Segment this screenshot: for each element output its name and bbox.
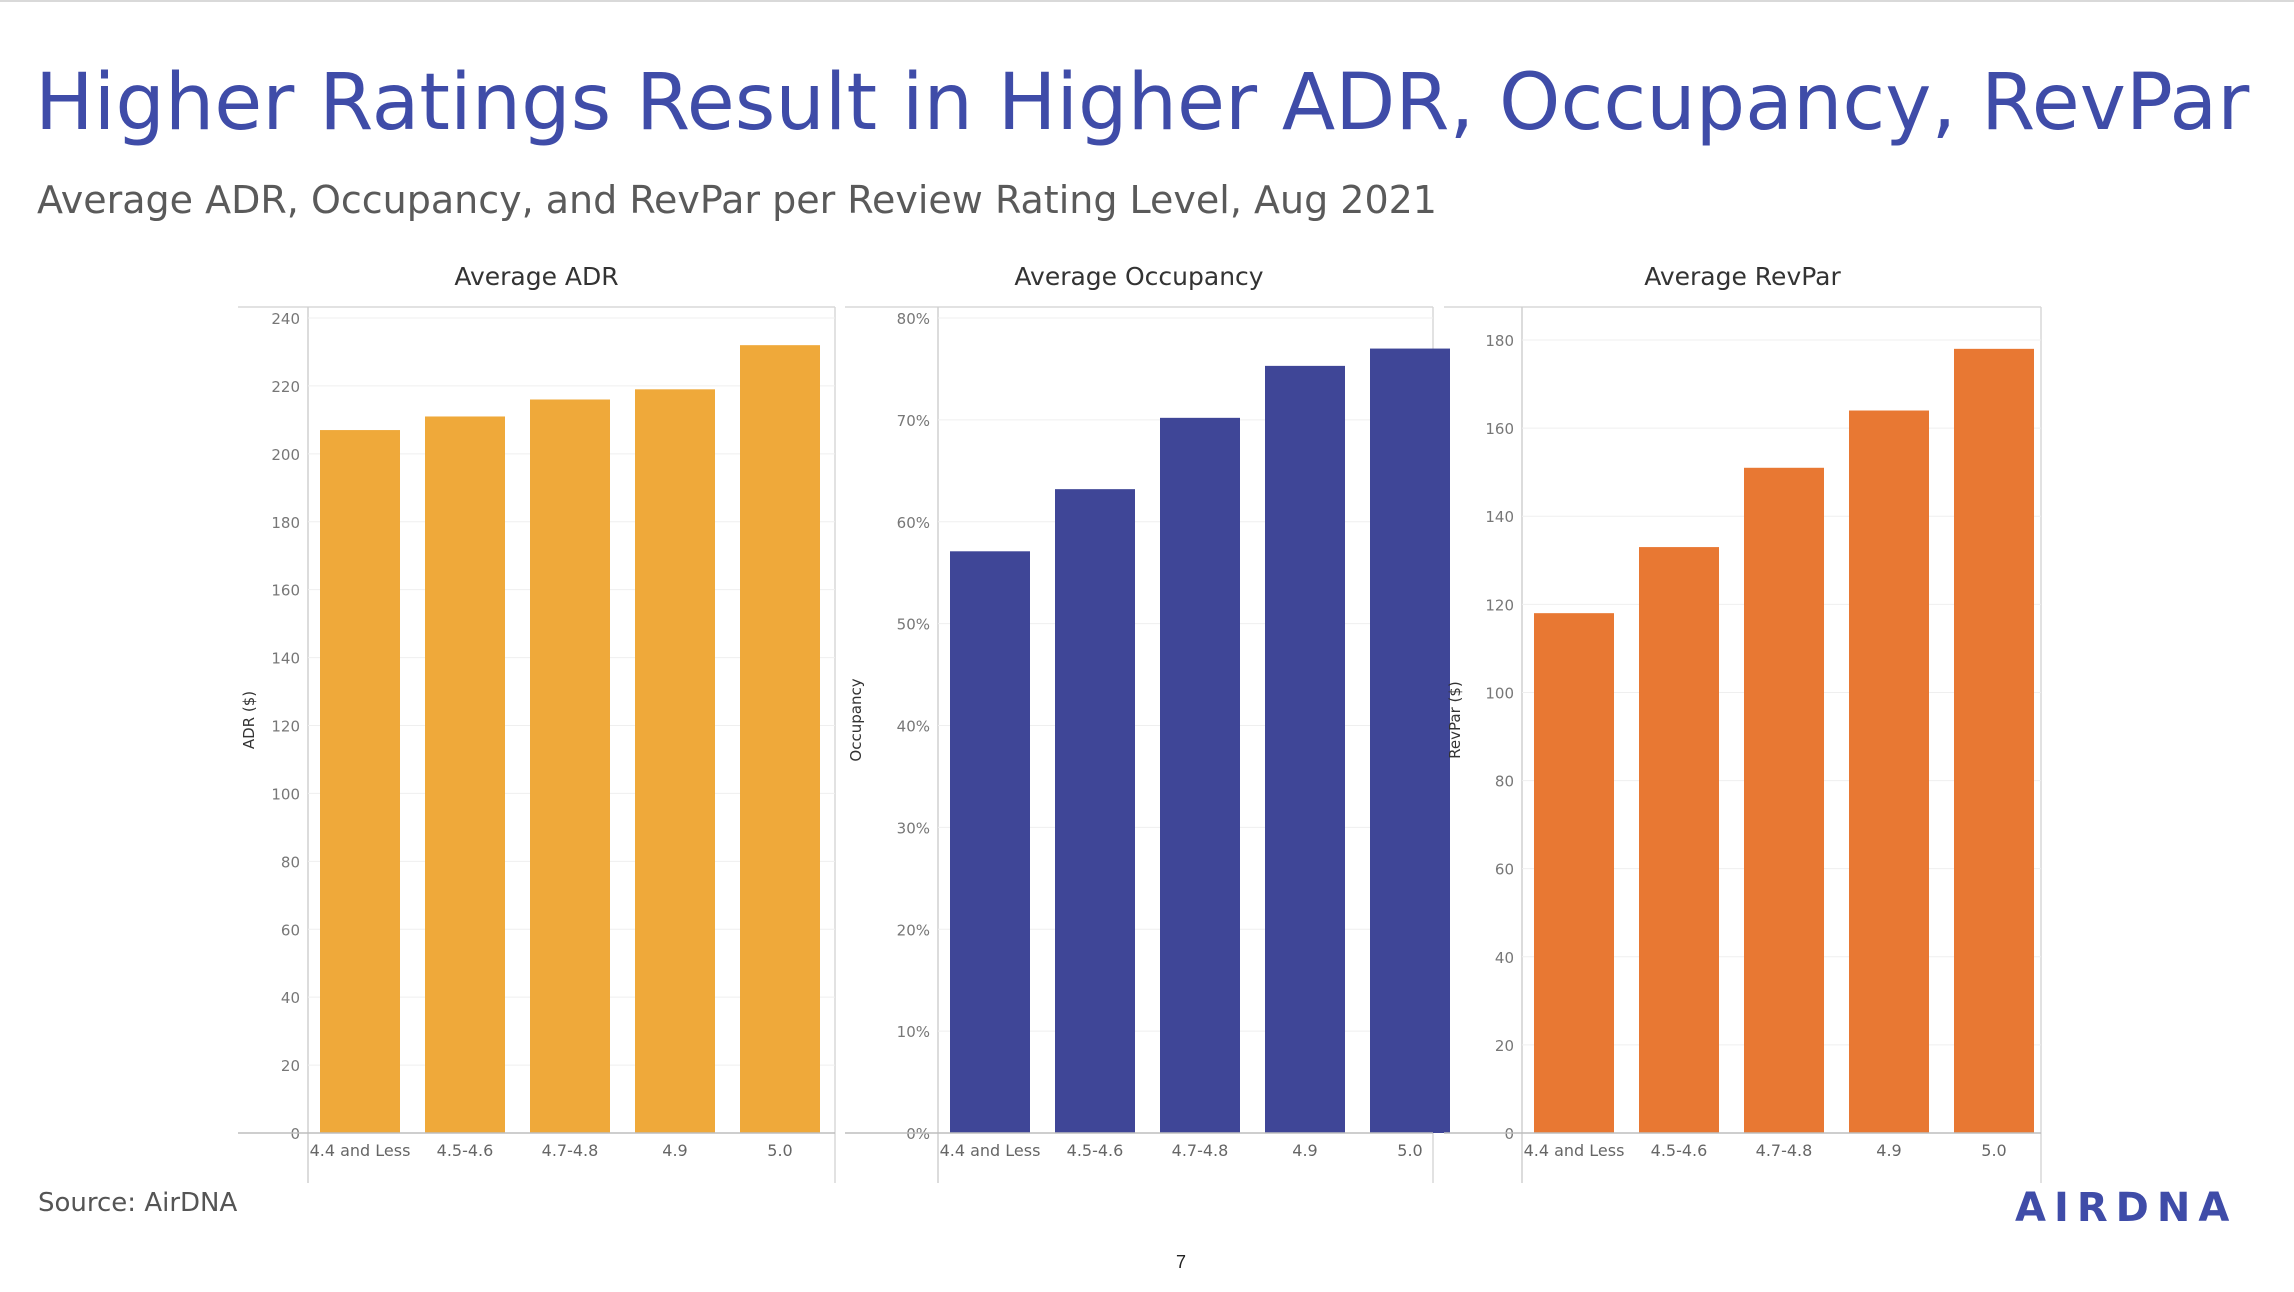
y-tick-label: 60% — [897, 514, 930, 532]
x-tick-label: 4.4 and Less — [940, 1141, 1041, 1160]
y-tick-label: 180 — [1485, 332, 1514, 350]
x-tick-label: 5.0 — [1981, 1141, 2006, 1160]
bar-4 — [635, 389, 715, 1133]
bar-3 — [1160, 417, 1240, 1133]
y-tick-label: 40% — [897, 718, 930, 736]
bar-2 — [1055, 489, 1135, 1133]
y-tick-label: 0 — [290, 1125, 300, 1143]
bar-1 — [320, 430, 400, 1133]
bar-3 — [1744, 467, 1824, 1133]
x-tick-label: 4.7-4.8 — [1172, 1141, 1229, 1160]
y-tick-label: 80 — [281, 853, 300, 871]
y-tick-label: 40 — [1495, 949, 1514, 967]
x-tick-label: 4.5-4.6 — [1067, 1141, 1124, 1160]
bar-4 — [1265, 365, 1345, 1134]
y-axis-label: RevPar ($) — [1446, 681, 1464, 759]
x-tick-label: 4.4 and Less — [310, 1141, 411, 1160]
y-tick-label: 20 — [1495, 1037, 1514, 1055]
y-tick-label: 120 — [1485, 596, 1514, 614]
bar-4 — [1849, 410, 1929, 1133]
y-axis-label: Occupancy — [847, 678, 865, 761]
y-tick-label: 80% — [897, 310, 930, 328]
chart-title: Average Occupancy — [1014, 262, 1263, 291]
y-tick-label: 60 — [1495, 861, 1514, 879]
x-tick-label: 4.5-4.6 — [1651, 1141, 1708, 1160]
y-tick-label: 50% — [897, 616, 930, 634]
y-tick-label: 200 — [271, 446, 300, 464]
x-tick-label: 5.0 — [1397, 1141, 1422, 1160]
bar-1 — [950, 551, 1030, 1133]
bar-3 — [530, 399, 610, 1133]
y-axis-label: ADR ($) — [240, 691, 258, 749]
bar-5 — [1954, 348, 2034, 1133]
chart-title: Average ADR — [454, 262, 618, 291]
bar-1 — [1534, 613, 1614, 1133]
y-tick-label: 10% — [897, 1023, 930, 1041]
y-tick-label: 100 — [1485, 684, 1514, 702]
y-tick-label: 100 — [271, 785, 300, 803]
slide-title: Higher Ratings Result in Higher ADR, Occ… — [35, 58, 2250, 148]
y-tick-label: 140 — [271, 650, 300, 668]
y-tick-label: 160 — [271, 582, 300, 600]
slide-subtitle: Average ADR, Occupancy, and RevPar per R… — [37, 178, 1437, 222]
bar-2 — [425, 416, 505, 1134]
source-note: Source: AirDNA — [38, 1188, 238, 1218]
y-tick-label: 120 — [271, 718, 300, 736]
y-tick-label: 80 — [1495, 773, 1514, 791]
y-tick-label: 40 — [281, 989, 300, 1007]
y-tick-label: 0% — [906, 1125, 930, 1143]
x-tick-label: 4.7-4.8 — [542, 1141, 599, 1160]
x-tick-label: 5.0 — [767, 1141, 792, 1160]
y-tick-label: 180 — [271, 514, 300, 532]
x-tick-label: 4.4 and Less — [1524, 1141, 1625, 1160]
x-tick-label: 4.5-4.6 — [437, 1141, 494, 1160]
x-tick-label: 4.9 — [662, 1141, 687, 1160]
bar-5 — [740, 345, 820, 1134]
y-tick-label: 0 — [1504, 1125, 1514, 1143]
y-tick-label: 160 — [1485, 420, 1514, 438]
y-tick-label: 220 — [271, 378, 300, 396]
top-divider — [0, 0, 2294, 2]
airdna-logo: AIRDNA — [2015, 1185, 2238, 1231]
bar-2 — [1639, 547, 1719, 1133]
y-tick-label: 70% — [897, 412, 930, 430]
y-tick-label: 20% — [897, 921, 930, 939]
page-number: 7 — [1176, 1252, 1187, 1272]
chart-title: Average RevPar — [1644, 262, 1841, 291]
y-tick-label: 140 — [1485, 508, 1514, 526]
x-tick-label: 4.9 — [1876, 1141, 1901, 1160]
x-tick-label: 4.7-4.8 — [1756, 1141, 1813, 1160]
y-tick-label: 20 — [281, 1057, 300, 1075]
x-tick-label: 4.9 — [1292, 1141, 1317, 1160]
y-tick-label: 30% — [897, 819, 930, 837]
bar-5 — [1370, 348, 1450, 1133]
y-tick-label: 60 — [281, 921, 300, 939]
y-tick-label: 240 — [271, 310, 300, 328]
